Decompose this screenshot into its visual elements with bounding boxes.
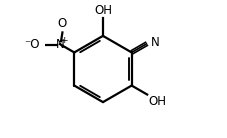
Text: O: O <box>57 17 67 30</box>
Text: OH: OH <box>94 4 111 17</box>
Text: +: + <box>59 36 67 45</box>
Text: N: N <box>150 36 159 49</box>
Text: N: N <box>55 38 64 51</box>
Text: ⁻O: ⁻O <box>24 38 40 51</box>
Text: OH: OH <box>148 95 166 108</box>
